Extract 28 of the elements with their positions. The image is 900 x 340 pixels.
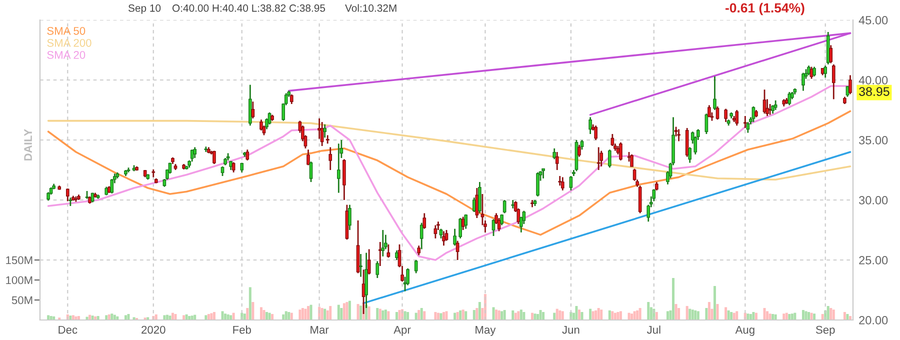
x-tick-label: Jun [562,326,580,334]
y-tick-label: 40.00 [858,76,888,84]
y3-tick-label: 150M [6,256,32,264]
y-tick-label: 35.00 [859,136,888,144]
text: Vol:10.32M [345,4,396,12]
y-tick-label: 30.00 [859,196,888,204]
annotation: 38.95 [859,87,890,96]
text: Sep 10 [128,4,161,14]
x-tick-label: Jul [646,326,660,334]
y3-tick-label: 50M [12,296,32,304]
x-tick-label: Dec [58,326,78,334]
text: DAILY [24,129,32,160]
x-tick-label: Aug [735,326,754,336]
x-tick-label: Mar [310,326,329,334]
x-tick-label: Apr [394,326,411,336]
text: SMA 200 [47,38,92,47]
y3-tick-label: 100M [6,276,32,284]
text: O:40.00 H:40.40 L:38.82 C:38.95 [172,4,326,12]
x-tick-label: Feb [233,326,251,334]
x-tick-label: May [476,326,496,336]
x-tick-label: Sep [816,326,835,336]
x-tick-label: 2020 [142,326,166,334]
text: SMA 50 [47,26,86,35]
y-tick-label: 20.00 [859,316,888,324]
text: SMA 20 [47,51,86,59]
y-tick-label: 25.00 [859,256,888,264]
text: -0.61 (1.54%) [726,2,804,16]
y-tick-label: 45.00 [858,16,888,24]
